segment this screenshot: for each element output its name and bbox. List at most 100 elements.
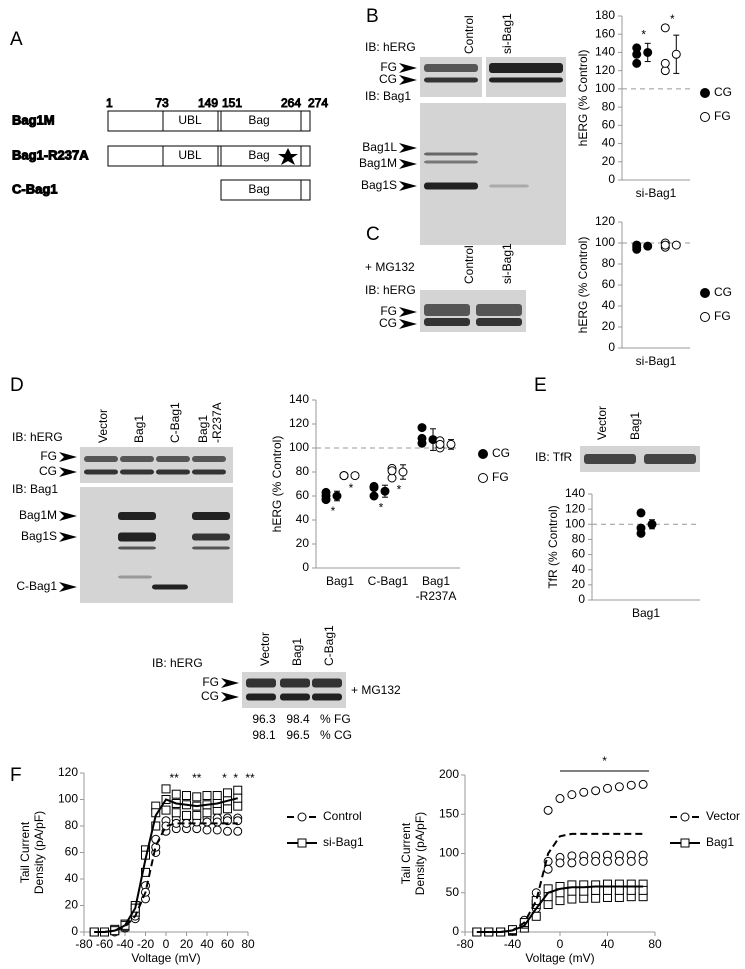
blot-label: IB: hERG xyxy=(12,430,63,444)
domain xyxy=(220,179,302,201)
band-label: Bag1M xyxy=(359,156,397,170)
replicate-point xyxy=(543,805,553,815)
legend-label: CG xyxy=(714,85,732,99)
replicate-point xyxy=(603,783,612,793)
replicate-point xyxy=(417,423,427,433)
legend-label: FG xyxy=(714,309,731,323)
blot-label: 98.4 xyxy=(286,712,310,726)
replicate-point xyxy=(626,780,636,790)
replicate-point xyxy=(579,886,589,896)
panel-label: D xyxy=(10,375,24,396)
blot-band xyxy=(280,678,310,688)
blot-band xyxy=(118,575,152,579)
blot-label: IB: Bag1 xyxy=(365,89,411,103)
replicate-point xyxy=(182,791,191,801)
lane-label: Vector xyxy=(96,409,110,443)
replicate-point xyxy=(632,49,642,59)
replicate-point xyxy=(212,791,222,801)
band-arrow xyxy=(399,159,417,169)
y-axis-label: TfR (% Control) xyxy=(546,505,560,588)
blot-band xyxy=(246,678,276,688)
lane-label: Bag1 xyxy=(132,415,146,443)
replicate-point xyxy=(632,58,642,68)
blot-band xyxy=(424,160,478,164)
significance-mark: * xyxy=(379,500,384,514)
blot-band xyxy=(156,456,190,462)
y-tick-label: 140 xyxy=(289,392,309,406)
replicate-point xyxy=(567,858,577,868)
significance-mark: ** xyxy=(192,771,202,785)
blot xyxy=(80,447,233,483)
replicate-point xyxy=(151,842,161,852)
replicate-point xyxy=(212,825,222,835)
legend-marker xyxy=(478,449,488,459)
replicate-point xyxy=(555,794,565,804)
replicate-point xyxy=(161,784,171,794)
domain xyxy=(162,110,219,132)
replicate-point xyxy=(202,825,212,835)
legend-marker xyxy=(700,288,710,298)
replicate-point xyxy=(626,856,636,866)
blot-band xyxy=(489,63,563,73)
blot xyxy=(80,487,233,603)
blot-label: 96.5 xyxy=(286,728,310,742)
significance-mark: * xyxy=(397,482,402,496)
legend-marker xyxy=(297,812,307,822)
y-tick-label: 20 xyxy=(296,536,310,550)
x-tick-label: -80 xyxy=(456,937,474,951)
mean-point xyxy=(647,519,657,529)
blot-label: IB: TfR xyxy=(535,450,572,464)
mean-point xyxy=(398,467,408,477)
y-tick-label: 0 xyxy=(452,924,459,938)
y-tick-label: 0 xyxy=(71,924,78,938)
panel-label: F xyxy=(10,765,22,786)
lane-label: Vector xyxy=(258,632,272,666)
replicate-point xyxy=(614,856,624,866)
blot-band xyxy=(584,454,636,464)
band-arrow xyxy=(59,467,77,477)
replicate-point xyxy=(636,523,646,533)
x-tick-label: 0 xyxy=(557,937,564,951)
y-tick-label: 0 xyxy=(608,340,615,354)
lane-label: C-Bag1 xyxy=(168,402,182,443)
replicate-point xyxy=(233,826,243,836)
residue: 274 xyxy=(308,96,328,110)
x-axis-label: Voltage (mV) xyxy=(525,951,594,965)
y-axis-label: hERG (% Control) xyxy=(576,50,590,147)
blot-band xyxy=(424,64,478,72)
y-axis-label: Tail Current xyxy=(18,821,32,883)
replicate-point xyxy=(543,900,553,910)
mean-point xyxy=(332,491,342,501)
blot xyxy=(420,103,566,245)
legend-label: Bag1 xyxy=(706,835,734,849)
band-label: C-Bag1 xyxy=(16,579,57,593)
blot-band xyxy=(424,152,478,156)
blot-band xyxy=(118,546,156,550)
y-tick-label: 80 xyxy=(65,818,79,832)
blot xyxy=(420,57,482,97)
replicate-point xyxy=(591,856,601,866)
replicate-point xyxy=(233,785,243,795)
y-tick-label: 0 xyxy=(608,172,615,186)
replicate-point xyxy=(435,439,445,449)
band-arrow xyxy=(59,582,77,592)
replicate-point xyxy=(591,786,601,796)
lane-label: Control xyxy=(462,245,476,284)
y-axis-label: hERG (% Control) xyxy=(576,237,590,334)
replicate-point xyxy=(603,856,612,866)
replicate-point xyxy=(614,782,624,792)
replicate-point xyxy=(543,864,553,874)
blot-band xyxy=(644,454,696,464)
band-label: CG xyxy=(379,316,397,330)
blot-band xyxy=(424,304,470,316)
legend-label: FG xyxy=(492,470,509,484)
construct-name: Bag1M xyxy=(12,112,55,127)
domain-diagram: 1 73 149 151 264 274 Bag1M UBL Bag Bag1-… xyxy=(12,96,329,201)
y-tick-label: 120 xyxy=(58,765,78,779)
replicate-point xyxy=(212,817,222,827)
lane-label: Vector xyxy=(595,406,609,440)
blot-band xyxy=(489,77,563,83)
mean-point xyxy=(643,47,653,57)
legend-marker xyxy=(297,838,307,848)
